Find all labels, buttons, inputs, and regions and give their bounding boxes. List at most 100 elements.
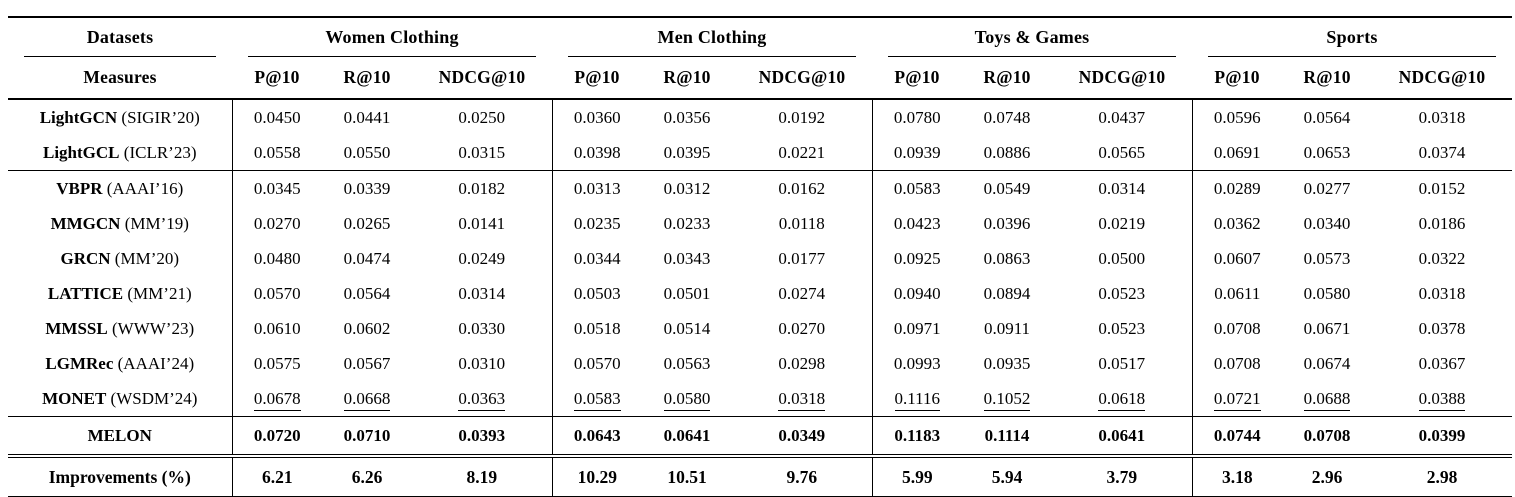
metric-value-cell: 0.0550 [322, 135, 412, 171]
second-best-underlined-value: 0.0668 [343, 388, 391, 411]
method-venue: (WWW’23) [111, 318, 195, 338]
method-venue: (MM’20) [114, 248, 180, 268]
metric-value-cell: 0.0748 [983, 107, 1031, 127]
method-name: GRCN [60, 248, 111, 268]
method-label-cell: LightGCL (ICLR’23) [8, 135, 232, 171]
metric-value-cell: 0.0312 [663, 178, 711, 198]
method-label-cell: MONET (WSDM’24) [8, 381, 232, 417]
method-label-cell: LGMRec (AAAI’24) [8, 346, 232, 381]
metric-value-cell: 0.0925 [871, 241, 962, 276]
second-best-underlined-value: 0.0363 [458, 388, 506, 411]
metric-value-cell: 0.0219 [1098, 213, 1146, 233]
metric-value-cell: 0.0558 [231, 135, 322, 171]
dataset-group-label: Men Clothing [568, 27, 856, 57]
method-venue: (AAAI’24) [117, 353, 195, 373]
method-label-cell: MMGCN (MM’19) [8, 206, 232, 241]
metric-value-cell: 0.0310 [458, 353, 506, 373]
metric-value-cell: 0.0939 [871, 135, 962, 171]
table-row: VBPR (AAAI’16) 0.0345 0.0339 0.0182 0.0313 0.… [8, 170, 1512, 206]
metric-value-cell: 0.0437 [1098, 107, 1146, 127]
metric-value-cell: 0.0549 [983, 178, 1031, 198]
method-name: MMGCN [50, 213, 121, 233]
second-best-underlined-value: 0.1116 [894, 388, 940, 411]
method-name: LATTICE [47, 283, 124, 303]
metric-value-cell: 0.0318 [732, 381, 872, 417]
metric-value-cell: 0.0250 [458, 107, 506, 127]
second-best-underlined-value: 0.0580 [663, 388, 711, 411]
metric-value-cell: 0.0886 [962, 135, 1052, 171]
metric-value-cell: 0.1116 [871, 381, 962, 417]
results-table: Datasets Women Clothing Men Clothing Toys &… [8, 16, 1513, 497]
metric-value-cell: 0.0501 [663, 283, 711, 303]
metric-value-cell: 0.0911 [983, 318, 1031, 338]
second-best-underlined-value: 0.0721 [1213, 388, 1261, 411]
metric-value-cell: 0.0393 [412, 416, 552, 458]
metric-value-cell: 0.0344 [551, 241, 642, 276]
method-label-cell: MELON [8, 416, 232, 458]
datasets-header-label: Datasets [24, 27, 216, 57]
measure-header-cell: P@10 [552, 57, 642, 100]
metric-value-cell: 0.0162 [778, 178, 826, 198]
metric-value-cell: 3.18 [1191, 456, 1283, 497]
metric-value-cell: 0.0710 [322, 416, 412, 458]
metric-value-cell: 0.0575 [231, 346, 322, 381]
metric-value-cell: 5.94 [991, 466, 1023, 487]
metric-value-cell: 0.0277 [1303, 178, 1351, 198]
measure-header-cell: NDCG@10 [1372, 57, 1513, 100]
metric-value-cell: 0.0274 [778, 283, 826, 303]
second-best-underlined-value: 0.0583 [573, 388, 621, 411]
second-best-underlined-value: 0.0688 [1303, 388, 1351, 411]
metric-value-cell: 0.0152 [1418, 178, 1466, 198]
metric-value-cell: 0.0720 [231, 416, 322, 458]
metric-value-cell: 0.0674 [1303, 353, 1351, 373]
second-best-underlined-value: 0.0388 [1418, 388, 1466, 411]
dataset-group-header-4: Sports [1192, 17, 1512, 57]
metric-value-cell: 0.0177 [778, 248, 826, 268]
metric-value-cell: 8.19 [466, 466, 498, 487]
metric-value-cell: 0.0233 [663, 213, 711, 233]
method-name: VBPR [56, 178, 103, 198]
metric-value-cell: 0.0356 [663, 107, 711, 127]
metric-value-cell: 0.0186 [1418, 213, 1466, 233]
metric-value-cell: 0.0450 [231, 99, 322, 135]
measure-header-cell: P@10 [232, 57, 322, 100]
metric-value-cell: 0.0721 [1191, 381, 1283, 417]
metric-value-cell: 0.0314 [458, 283, 506, 303]
metric-value-cell: 3.79 [1106, 466, 1138, 487]
table-row: LightGCN (SIGIR’20) 0.0450 0.0441 0.0250 0.0… [8, 99, 1512, 135]
metric-value-cell: 0.0573 [1303, 248, 1351, 268]
second-best-underlined-value: 0.0618 [1098, 388, 1146, 411]
metric-value-cell: 0.0314 [1098, 178, 1146, 198]
metric-value-cell: 0.0641 [642, 416, 732, 458]
metric-value-cell: 0.0360 [551, 99, 642, 135]
metric-value-cell: 0.0570 [551, 346, 642, 381]
metric-value-cell: 0.0580 [642, 381, 732, 417]
measure-header-cell: R@10 [1282, 57, 1373, 100]
method-name: MMSSL [45, 318, 108, 338]
method-name: MONET [42, 388, 107, 408]
metric-value-cell: 0.0374 [1372, 135, 1513, 171]
second-best-underlined-value: 0.0318 [778, 388, 826, 411]
metric-value-cell: 0.0565 [1052, 135, 1193, 171]
metric-value-cell: 0.0474 [343, 248, 391, 268]
metric-value-cell: 0.0567 [343, 353, 391, 373]
metric-value-cell: 0.0265 [343, 213, 391, 233]
metric-value-cell: 0.0363 [412, 381, 552, 417]
metric-value-cell: 0.0118 [778, 213, 825, 233]
metric-value-cell: 0.1183 [871, 416, 962, 458]
measure-header-cell: NDCG@10 [1052, 57, 1193, 100]
metric-value-cell: 0.0340 [1303, 213, 1351, 233]
table-row: LightGCL (ICLR’23) 0.0558 0.0550 0.0315 0.03… [8, 135, 1513, 171]
method-label-cell: GRCN (MM’20) [8, 241, 232, 276]
metric-value-cell: 0.0564 [343, 283, 391, 303]
metric-value-cell: 0.0602 [343, 318, 391, 338]
metric-value-cell: 0.0315 [412, 135, 552, 171]
datasets-header-cell: Datasets [8, 17, 232, 57]
second-best-underlined-value: 0.1052 [983, 388, 1031, 411]
method-venue: (WSDM’24) [110, 388, 198, 408]
metric-value-cell: 2.96 [1311, 466, 1343, 487]
metric-value-cell: 0.0780 [871, 99, 962, 135]
metric-value-cell: 0.0708 [1191, 311, 1283, 346]
metric-value-cell: 0.0940 [871, 276, 962, 311]
metric-value-cell: 10.51 [667, 466, 707, 487]
